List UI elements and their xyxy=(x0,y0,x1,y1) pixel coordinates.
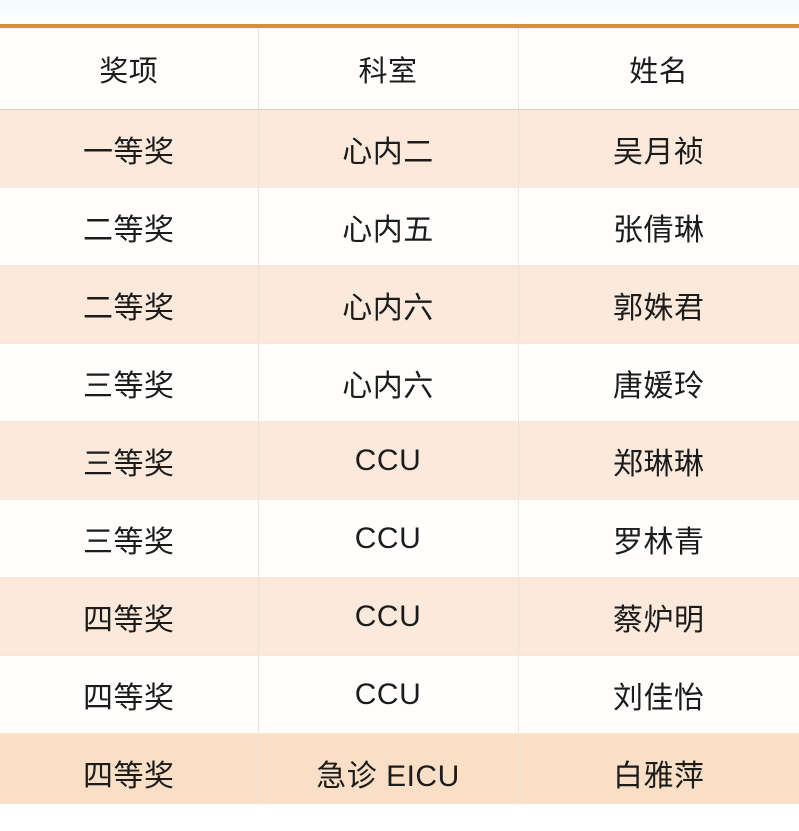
cell-department: 心内二 xyxy=(258,109,519,188)
cell-name: 张倩琳 xyxy=(518,187,799,266)
table-row: 二等奖 心内五 张倩琳 xyxy=(0,187,799,266)
cell-department: CCU xyxy=(258,421,519,500)
table-row: 二等奖 心内六 郭姝君 xyxy=(0,265,799,344)
table-header-row: 奖项 科室 姓名 xyxy=(0,26,799,110)
cell-name: 唐媛玲 xyxy=(518,343,799,422)
table-row: 一等奖 心内二 吴月祯 xyxy=(0,109,799,188)
cell-name: 吴月祯 xyxy=(518,109,799,188)
cell-department: 心内六 xyxy=(258,343,519,422)
award-table: 奖项 科室 姓名 一等奖 心内二 吴月祯 二等奖 心内五 张倩琳 二等奖 xyxy=(0,24,799,815)
column-header-award: 奖项 xyxy=(0,26,259,110)
cell-name: 郑琳琳 xyxy=(518,421,799,500)
cell-award: 一等奖 xyxy=(0,109,259,188)
cell-award: 四等奖 xyxy=(0,655,259,734)
cell-name: 郭姝君 xyxy=(518,265,799,344)
cell-department: 心内五 xyxy=(258,187,519,266)
cell-award: 二等奖 xyxy=(0,187,259,266)
cell-award: 三等奖 xyxy=(0,499,259,578)
top-background-strip xyxy=(0,0,799,24)
cell-award: 四等奖 xyxy=(0,577,259,656)
table-row: 四等奖 CCU 刘佳怡 xyxy=(0,655,799,734)
column-header-name: 姓名 xyxy=(518,26,799,110)
cell-award: 三等奖 xyxy=(0,421,259,500)
table-row: 四等奖 急诊 EICU 白雅萍 xyxy=(0,733,799,813)
cell-department: CCU xyxy=(258,655,519,734)
cell-department: 心内六 xyxy=(258,265,519,344)
column-header-department: 科室 xyxy=(258,26,519,110)
table-row: 三等奖 CCU 郑琳琳 xyxy=(0,421,799,500)
cell-award: 二等奖 xyxy=(0,265,259,344)
table-row: 三等奖 CCU 罗林青 xyxy=(0,499,799,578)
bottom-background-strip xyxy=(0,804,799,831)
cell-department: CCU xyxy=(258,577,519,656)
table-row: 三等奖 心内六 唐媛玲 xyxy=(0,343,799,422)
cell-department: CCU xyxy=(258,499,519,578)
cell-name: 刘佳怡 xyxy=(518,655,799,734)
award-table-container: 奖项 科室 姓名 一等奖 心内二 吴月祯 二等奖 心内五 张倩琳 二等奖 xyxy=(0,24,799,815)
cell-name: 罗林青 xyxy=(518,499,799,578)
cell-department: 急诊 EICU xyxy=(258,733,519,813)
cell-name: 白雅萍 xyxy=(518,733,799,813)
cell-award: 三等奖 xyxy=(0,343,259,422)
table-body: 一等奖 心内二 吴月祯 二等奖 心内五 张倩琳 二等奖 心内六 郭姝君 三等奖 … xyxy=(0,109,799,813)
table-row: 四等奖 CCU 蔡炉明 xyxy=(0,577,799,656)
cell-award: 四等奖 xyxy=(0,733,259,813)
table-header: 奖项 科室 姓名 xyxy=(0,26,799,110)
cell-name: 蔡炉明 xyxy=(518,577,799,656)
